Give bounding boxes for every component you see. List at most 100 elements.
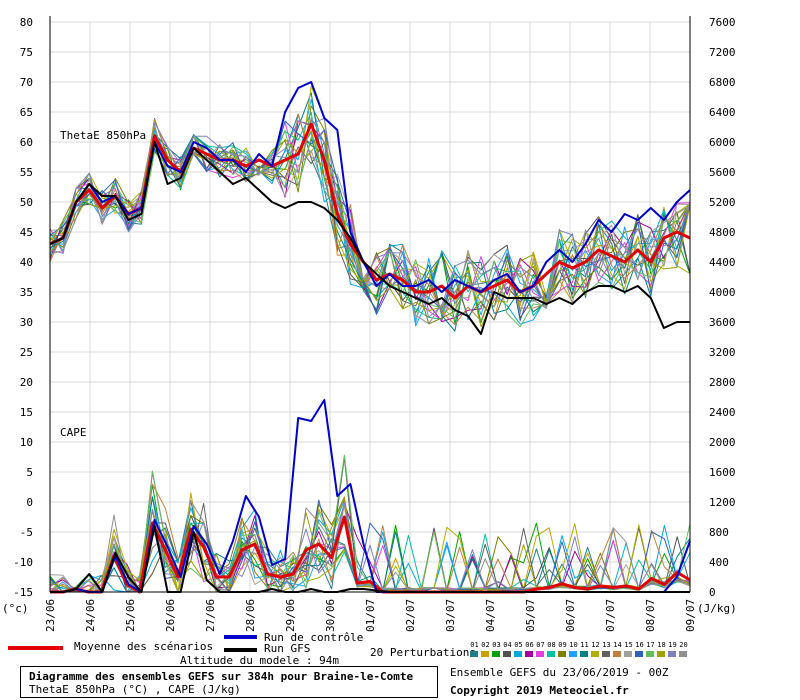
perturbation-thetae-line (49, 117, 691, 325)
perturbation-swatch (624, 651, 632, 657)
left-tick-label: 5 (26, 466, 33, 479)
x-tick-label: 06/07 (564, 599, 577, 632)
x-tick-label: 05/07 (524, 599, 537, 632)
right-tick-label: 6000 (709, 136, 736, 149)
left-tick-label: 25 (20, 346, 33, 359)
perturbation-swatch (657, 651, 665, 657)
left-tick-label: 40 (20, 256, 33, 269)
perturbation-swatch (679, 651, 687, 657)
x-tick-label: 02/07 (404, 599, 417, 632)
right-tick-label: 3200 (709, 346, 736, 359)
perturbation-number: 09 (558, 641, 567, 649)
left-tick-label: 30 (20, 316, 33, 329)
left-tick-label: 75 (20, 46, 33, 59)
perturbation-swatch (514, 651, 522, 657)
left-tick-label: 20 (20, 376, 33, 389)
left-unit-label: (°c) (2, 602, 29, 615)
cape-label: CAPE (60, 426, 87, 439)
right-tick-label: 5200 (709, 196, 736, 209)
legend-gfs-line (224, 648, 257, 652)
perturbation-number: 12 (591, 641, 600, 649)
perturbation-number: 07 (536, 641, 545, 649)
x-tick-label: 25/06 (124, 599, 137, 632)
right-tick-label: 1200 (709, 496, 736, 509)
right-tick-label: 6800 (709, 76, 736, 89)
perturbation-swatch (525, 651, 533, 657)
perturbation-number: 16 (635, 641, 644, 649)
x-tick-label: 03/07 (444, 599, 457, 632)
perturbation-number: 18 (657, 641, 666, 649)
altitude-label: Altitude du modele : 94m (180, 654, 339, 667)
axes: 80757065605550454035302520151050-5-10-15… (13, 16, 736, 632)
right-tick-label: 2800 (709, 376, 736, 389)
right-tick-label: 3600 (709, 316, 736, 329)
perturbation-swatch (492, 651, 500, 657)
x-tick-label: 07/07 (604, 599, 617, 632)
perturbation-swatch (591, 651, 599, 657)
title-box: Diagramme des ensembles GEFS sur 384h po… (20, 666, 438, 698)
left-tick-label: 45 (20, 226, 33, 239)
perturbation-number: 15 (624, 641, 633, 649)
x-tick-label: 24/06 (84, 599, 97, 632)
left-tick-label: 50 (20, 196, 33, 209)
x-tick-label: 01/07 (364, 599, 377, 632)
right-tick-label: 4000 (709, 286, 736, 299)
x-tick-label: 29/06 (284, 599, 297, 632)
legend-gfs-label: Run GFS (264, 642, 311, 655)
x-tick-label: 27/06 (204, 599, 217, 632)
perturbation-number: 10 (569, 641, 578, 649)
perturbation-number: 13 (602, 641, 611, 649)
perturbation-swatch (580, 651, 588, 657)
right-tick-label: 400 (709, 556, 729, 569)
x-tick-label: 23/06 (44, 599, 57, 632)
grid (49, 21, 691, 593)
title-line1: Diagramme des ensembles GEFS sur 384h po… (29, 670, 414, 683)
legend-mean-line (8, 646, 63, 650)
gfs-thetae-line (49, 141, 690, 335)
right-tick-label: 7600 (709, 16, 736, 29)
x-tick-label: 08/07 (644, 599, 657, 632)
perturbation-number: 05 (514, 641, 523, 649)
x-tick-label: 26/06 (164, 599, 177, 632)
right-unit-label: (J/kg) (697, 602, 737, 615)
left-tick-label: 35 (20, 286, 33, 299)
right-tick-label: 5600 (709, 166, 736, 179)
perturbation-swatch (547, 651, 555, 657)
left-tick-label: 10 (20, 436, 33, 449)
perturbation-swatch (470, 651, 478, 657)
perturbation-swatch (569, 651, 577, 657)
perturbation-number: 06 (525, 641, 534, 649)
x-tick-label: 04/07 (484, 599, 497, 632)
perturbation-number: 17 (646, 641, 655, 649)
left-tick-label: -10 (13, 556, 33, 569)
perturbation-swatch (613, 651, 621, 657)
mean-thetae-line (49, 122, 691, 300)
perturbation-swatch (646, 651, 654, 657)
left-tick-label: 0 (26, 496, 33, 509)
perturbation-swatch (668, 651, 676, 657)
perturbation-number: 14 (613, 641, 622, 649)
perturbation-number: 08 (547, 641, 556, 649)
copyright: Copyright 2019 Meteociel.fr (450, 684, 629, 697)
left-tick-label: 55 (20, 166, 33, 179)
perturbation-swatch (503, 651, 511, 657)
x-tick-label: 09/07 (684, 599, 697, 632)
perturbation-number: 02 (481, 641, 490, 649)
perturbation-number: 19 (668, 641, 677, 649)
legend-mean-label: Moyenne des scénarios (74, 640, 214, 653)
perturbation-swatch (558, 651, 566, 657)
ensemble-info: Ensemble GEFS du 23/06/2019 - 00Z (450, 666, 669, 679)
perturbation-swatch (536, 651, 544, 657)
legend-control-line (224, 635, 257, 639)
left-tick-label: -5 (20, 526, 33, 539)
perturbation-number: 03 (492, 641, 501, 649)
legend-control-label: Run de contrôle (264, 631, 364, 644)
title-line2: ThetaE 850hPa (°C) , CAPE (J/kg) (29, 683, 241, 696)
right-tick-label: 7200 (709, 46, 736, 59)
right-tick-label: 4800 (709, 226, 736, 239)
x-tick-label: 30/06 (324, 599, 337, 632)
right-tick-label: 1600 (709, 466, 736, 479)
right-tick-label: 6400 (709, 106, 736, 119)
left-tick-label: -15 (13, 586, 33, 599)
